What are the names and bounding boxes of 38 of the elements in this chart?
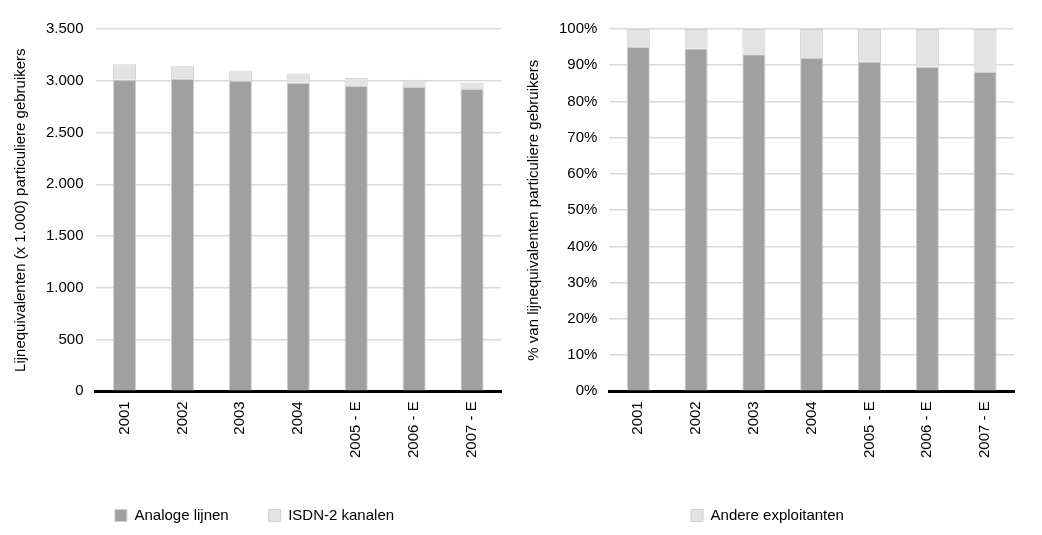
y-axis-title: % van lijnequivalenten particuliere gebruikers xyxy=(524,59,542,361)
y-tick-label: 500 xyxy=(58,329,84,347)
y-tick-label: 3.000 xyxy=(45,70,84,88)
x-tick-label: 2001 xyxy=(114,401,132,435)
y-tick-label: 1.500 xyxy=(45,226,84,244)
y-tick-label: 80% xyxy=(567,91,598,109)
y-tick-label: 30% xyxy=(567,272,598,290)
x-tick-label: 2003 xyxy=(230,401,248,435)
y-tick-label: 40% xyxy=(567,236,598,254)
y-tick-label: 0 xyxy=(75,381,84,399)
x-tick-label: 2003 xyxy=(744,401,762,435)
x-tick-label: 2002 xyxy=(172,401,190,435)
legend-label: Andere exploitanten xyxy=(710,505,844,523)
y-tick-label: 1.000 xyxy=(45,277,84,295)
y-tick-label: 10% xyxy=(567,345,598,363)
legend-label: Analoge lijnen xyxy=(134,505,229,523)
y-tick-label: 20% xyxy=(567,308,598,326)
x-tick-label: 2006 - E xyxy=(917,401,935,459)
y-tick-label: 100% xyxy=(558,19,598,37)
x-tick-label: 2007 - E xyxy=(462,401,480,459)
y-tick-label: 50% xyxy=(567,200,598,218)
x-tick-label: 2001 xyxy=(628,401,646,435)
x-tick-label: 2004 xyxy=(801,401,819,435)
y-axis-title: Lijnequivalenten (x 1.000) particuliere gebruikers xyxy=(11,48,29,372)
x-tick-label: 2005 - E xyxy=(346,401,364,459)
x-tick-label: 2004 xyxy=(288,401,306,435)
y-tick-label: 3.500 xyxy=(45,19,84,37)
y-tick-label: 60% xyxy=(567,164,598,182)
x-tick-label: 2005 - E xyxy=(859,401,877,459)
y-tick-label: 2.500 xyxy=(45,122,84,140)
y-tick-label: 0% xyxy=(575,381,598,399)
y-tick-label: 2.000 xyxy=(45,174,84,192)
y-tick-label: 70% xyxy=(567,127,598,145)
legend-label: ISDN-2 kanalen xyxy=(288,505,395,523)
x-tick-label: 2007 - E xyxy=(975,401,993,459)
x-tick-label: 2002 xyxy=(686,401,704,435)
y-tick-label: 90% xyxy=(567,55,598,73)
x-tick-label: 2006 - E xyxy=(404,401,422,459)
